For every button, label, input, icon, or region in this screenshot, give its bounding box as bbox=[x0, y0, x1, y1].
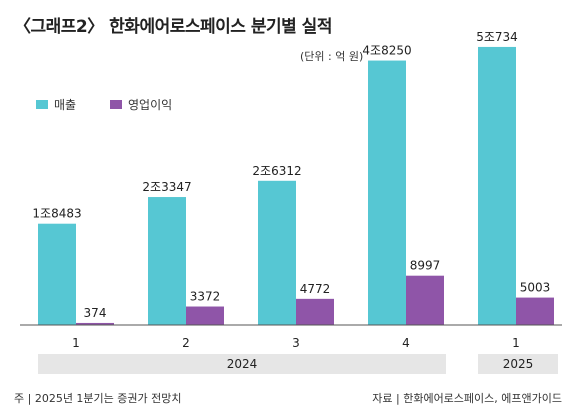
footnote-note: 주 | 2025년 1분기는 증권가 전망치 bbox=[14, 392, 182, 405]
x-tick-label-2: 2 bbox=[182, 336, 190, 350]
x-tick-label-4: 4 bbox=[402, 336, 410, 350]
data-label-operating-profit-4: 8997 bbox=[410, 259, 441, 273]
chart-title: 〈그래프2〉 한화에어로스페이스 분기별 실적 bbox=[14, 17, 332, 37]
bar-operating-profit-1 bbox=[76, 322, 114, 325]
data-label-sales-4: 4조8250 bbox=[362, 44, 411, 58]
legend-swatch-operating-profit bbox=[110, 100, 122, 109]
unit-label: (단위 : 억 원) bbox=[300, 50, 364, 63]
group-band-2024 bbox=[38, 354, 446, 374]
bar-sales-3 bbox=[258, 180, 296, 325]
bar-operating-profit-5 bbox=[516, 297, 554, 325]
legend-swatch-sales bbox=[36, 100, 48, 109]
bar-sales-5 bbox=[478, 46, 516, 325]
data-label-sales-3: 2조6312 bbox=[252, 164, 301, 178]
legend-item-sales: 매출 bbox=[36, 96, 76, 113]
legend-label-sales: 매출 bbox=[54, 98, 77, 112]
legend-label-operating-profit: 영업이익 bbox=[128, 98, 173, 112]
data-label-operating-profit-3: 4772 bbox=[300, 282, 331, 296]
data-label-sales-5: 5조734 bbox=[476, 30, 518, 44]
group-band-2025 bbox=[478, 354, 558, 374]
x-tick-label-1: 1 bbox=[72, 336, 80, 350]
bar-operating-profit-2 bbox=[186, 306, 224, 325]
group-label-2024: 2024 bbox=[227, 357, 258, 371]
bar-operating-profit-4 bbox=[406, 275, 444, 325]
x-tick-label-3: 3 bbox=[292, 336, 300, 350]
bar-sales-2 bbox=[148, 197, 186, 325]
data-label-operating-profit-5: 5003 bbox=[520, 281, 551, 295]
group-label-2025: 2025 bbox=[503, 357, 534, 371]
data-label-sales-1: 1조8483 bbox=[32, 207, 81, 221]
legend-item-operating-profit: 영업이익 bbox=[110, 96, 172, 113]
data-label-sales-2: 2조3347 bbox=[142, 180, 191, 194]
footnote-source: 자료 | 한화에어로스페이스, 에프앤가이드 bbox=[372, 392, 562, 405]
bar-operating-profit-3 bbox=[296, 298, 334, 325]
x-tick-label-5: 1 bbox=[512, 336, 520, 350]
bar-sales-1 bbox=[38, 223, 76, 325]
data-label-operating-profit-1: 374 bbox=[84, 306, 107, 320]
bar-sales-4 bbox=[368, 60, 406, 325]
data-label-operating-profit-2: 3372 bbox=[190, 290, 221, 304]
